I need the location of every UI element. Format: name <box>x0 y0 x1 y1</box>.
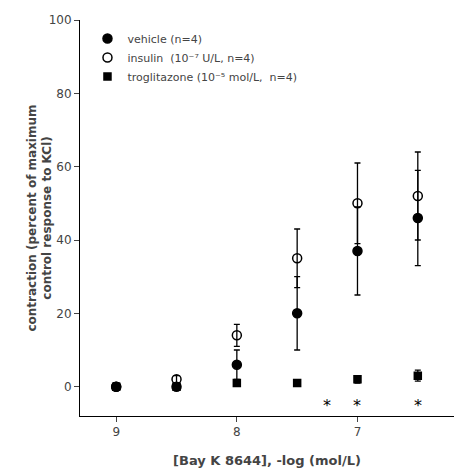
svg-text:troglitazone (10⁻⁵ mol/L, n=4: troglitazone (10⁻⁵ mol/L, n=4) <box>127 71 297 84</box>
svg-text:insulin (10⁻⁷ U/L, n=4): insulin (10⁻⁷ U/L, n=4) <box>127 52 254 65</box>
svg-text:*: * <box>353 396 361 415</box>
svg-text:40: 40 <box>56 233 71 247</box>
svg-text:60: 60 <box>56 160 71 174</box>
svg-text:[Bay K 8644], -log (mol/L): [Bay K 8644], -log (mol/L) <box>173 453 361 468</box>
svg-text:9: 9 <box>112 425 120 439</box>
svg-text:8: 8 <box>233 425 241 439</box>
svg-text:20: 20 <box>56 307 71 321</box>
svg-text:*: * <box>414 396 422 415</box>
svg-text:vehicle (n=4): vehicle (n=4) <box>127 33 201 46</box>
svg-text:contraction (percent of maximu: contraction (percent of maximumcontrol r… <box>25 104 55 331</box>
svg-text:7: 7 <box>354 425 362 439</box>
svg-text:0: 0 <box>64 380 72 394</box>
svg-text:*: * <box>323 396 331 415</box>
svg-text:100: 100 <box>49 13 72 27</box>
svg-text:80: 80 <box>56 87 71 101</box>
